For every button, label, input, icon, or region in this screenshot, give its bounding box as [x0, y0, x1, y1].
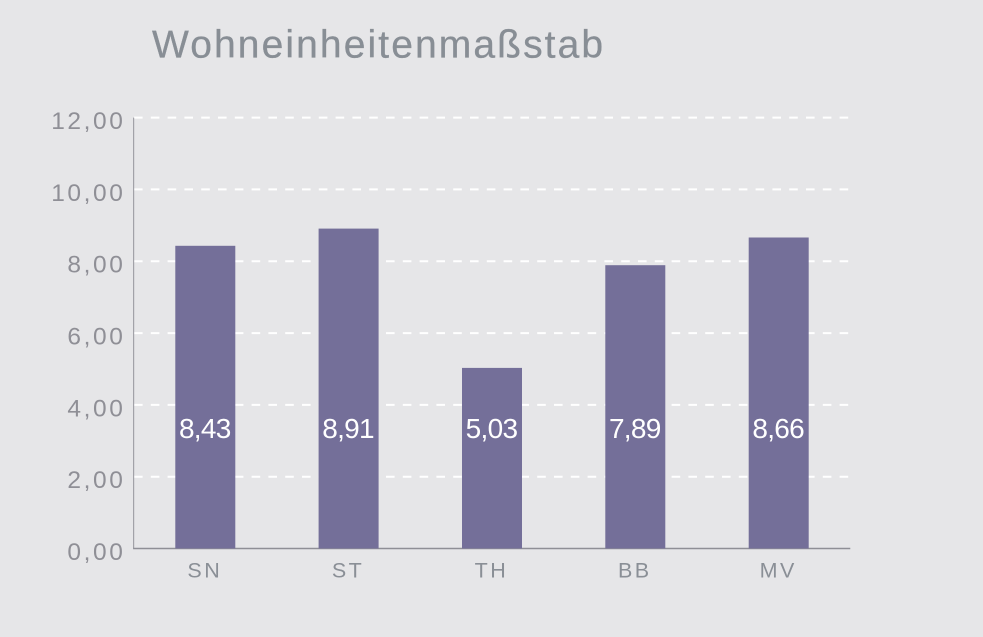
svg-text:SN: SN	[187, 558, 222, 582]
svg-text:TH: TH	[475, 558, 509, 582]
svg-text:2,00: 2,00	[67, 467, 125, 494]
svg-text:10,00: 10,00	[51, 180, 125, 207]
svg-text:8,91: 8,91	[322, 413, 374, 444]
svg-text:BB: BB	[618, 558, 652, 582]
svg-text:8,66: 8,66	[752, 413, 804, 444]
svg-text:6,00: 6,00	[67, 324, 125, 351]
svg-text:0,00: 0,00	[67, 539, 125, 566]
svg-text:ST: ST	[332, 558, 364, 582]
svg-text:8,00: 8,00	[67, 252, 125, 279]
svg-text:MV: MV	[760, 558, 797, 582]
svg-text:7,89: 7,89	[609, 413, 661, 444]
svg-text:5,03: 5,03	[466, 413, 518, 444]
svg-text:Wohneinheitenmaßstab: Wohneinheitenmaßstab	[152, 24, 605, 67]
svg-text:12,00: 12,00	[51, 108, 125, 135]
svg-text:8,43: 8,43	[179, 413, 231, 444]
svg-text:4,00: 4,00	[67, 395, 125, 422]
